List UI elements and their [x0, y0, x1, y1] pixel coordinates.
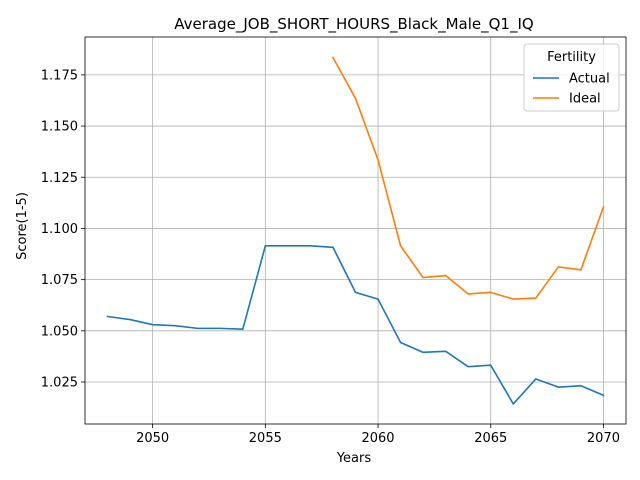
y-tick-label: 1.100 [41, 222, 78, 237]
series-lines [106, 56, 605, 405]
legend-label-actual: Actual [569, 72, 610, 87]
series-line-actual [106, 245, 605, 405]
x-tick-label: 2055 [249, 431, 282, 446]
y-tick-label: 1.075 [41, 273, 78, 288]
legend-label-ideal: Ideal [569, 92, 601, 107]
y-axis-label: Score(1-5) [15, 192, 30, 260]
legend-box [523, 43, 620, 112]
plot-frame [84, 36, 627, 425]
x-tick-label: 2060 [361, 431, 394, 446]
y-tick-label: 1.175 [41, 68, 78, 83]
y-tick-label: 1.050 [41, 324, 78, 339]
y-tick-label: 1.150 [41, 120, 78, 135]
grid [85, 37, 626, 424]
x-axis-label: Years [336, 451, 372, 466]
y-tick-label: 1.025 [41, 376, 78, 391]
legend: Fertility Actual Ideal [523, 43, 620, 112]
x-tick-label: 2065 [474, 431, 507, 446]
x-tick-label: 2050 [136, 431, 169, 446]
axis-ticks: 2050 2055 2060 2065 2070 1.025 1.050 1.075 1.100… [41, 68, 620, 446]
y-tick-label: 1.125 [41, 171, 78, 186]
chart-title: Average_JOB_SHORT_HOURS_Black_Male_Q1_IQ [174, 15, 533, 34]
legend-title: Fertility [547, 50, 596, 65]
x-tick-label: 2070 [587, 431, 620, 446]
series-line-ideal [331, 56, 605, 300]
